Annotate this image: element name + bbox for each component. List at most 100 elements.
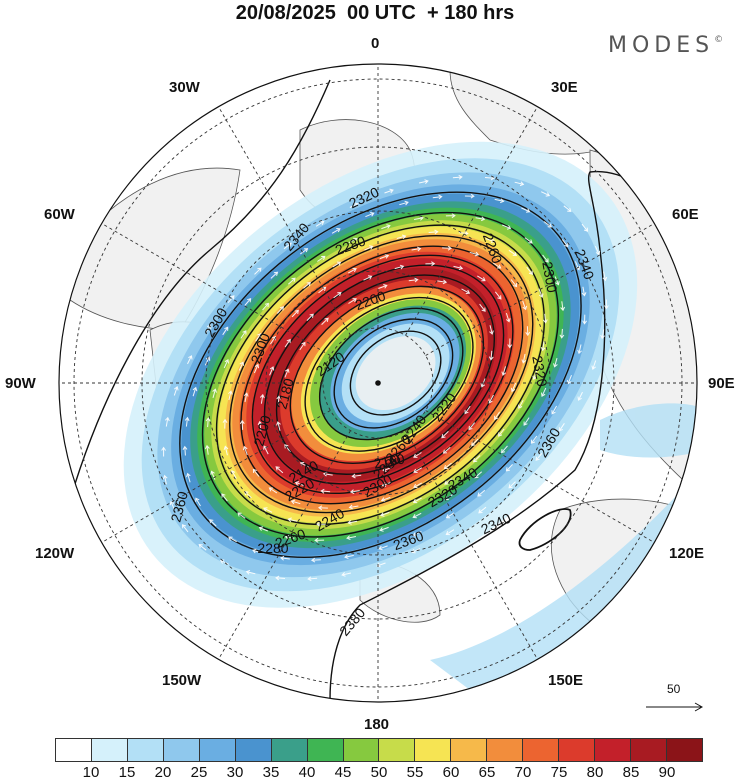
wind-vector <box>252 548 262 554</box>
contour-2360-closed-east <box>518 508 572 551</box>
wind-vector <box>162 474 168 485</box>
wind-vector <box>258 526 268 532</box>
wind-vector <box>479 303 486 312</box>
wind-vector <box>237 512 246 519</box>
wind-vector <box>204 444 210 455</box>
wind-vector <box>394 264 405 270</box>
wind-vector <box>554 276 560 286</box>
wind-vector <box>184 416 190 427</box>
wind-vector <box>333 292 342 299</box>
wind-vector <box>299 341 306 351</box>
wind-vector <box>209 519 217 527</box>
shade-inner-10 <box>355 336 436 411</box>
wind-vector <box>222 326 229 336</box>
legend-swatch <box>415 739 452 761</box>
wind-vector <box>477 489 486 497</box>
legend-swatch <box>631 739 667 761</box>
wind-vector <box>221 493 228 502</box>
wind-vector <box>363 275 373 281</box>
contour-2320 <box>215 224 546 526</box>
wind-vector <box>276 395 282 406</box>
wind-vector <box>464 405 471 415</box>
lon-label-180: 180 <box>364 716 390 733</box>
wind-vector <box>602 271 608 282</box>
wind-vector <box>245 569 256 575</box>
wind-vector <box>186 472 191 483</box>
wind-vector <box>494 411 501 421</box>
wind-vector <box>187 355 193 365</box>
wind-vector <box>522 300 528 311</box>
wind-vector <box>379 526 389 532</box>
wind-vector <box>501 366 507 376</box>
wind-vector <box>425 261 436 267</box>
brand-logo: MODES© <box>608 33 723 58</box>
legend-tick-label: 25 <box>190 764 208 781</box>
wind-vector <box>300 248 309 255</box>
wind-vector <box>283 242 292 250</box>
lon-label-30e: 30E <box>551 79 578 96</box>
legend-tick-label: 30 <box>226 764 244 781</box>
wind-vector <box>518 400 524 409</box>
height-contours <box>179 191 582 559</box>
wind-vector <box>524 237 533 244</box>
wind-vector <box>498 428 505 437</box>
wind-vector <box>320 488 331 494</box>
wind-vector <box>275 575 286 581</box>
wind-vector <box>399 200 409 206</box>
wind-vector <box>314 537 325 543</box>
contour-2380 <box>69 79 641 701</box>
legend-tick-label: 40 <box>298 764 316 781</box>
wind-vector <box>192 386 198 397</box>
reference-vector-arrow <box>646 702 704 712</box>
wind-vector <box>603 299 609 310</box>
wind-vector <box>263 507 273 513</box>
legend-tick-label: 60 <box>442 764 460 781</box>
legend-swatch <box>595 739 631 761</box>
wind-vector <box>478 506 487 514</box>
lon-label-120w: 120W <box>35 545 75 562</box>
wind-vector <box>444 478 453 485</box>
legend-swatch <box>127 739 164 761</box>
legend-tick-label: 90 <box>658 764 676 781</box>
legend-tick-label: 85 <box>622 764 640 781</box>
contour-2340 <box>201 211 560 538</box>
wind-vector <box>349 202 359 208</box>
legend-swatch <box>163 739 200 761</box>
wind-vector <box>413 482 423 489</box>
wind-vector <box>378 545 388 551</box>
wind-vector <box>551 405 558 415</box>
wind-vector <box>331 228 341 234</box>
wind-vector <box>508 481 516 489</box>
brand-name: MODES <box>608 33 715 58</box>
wind-vector <box>412 531 422 537</box>
legend-tick-label: 75 <box>550 764 568 781</box>
wind-vector <box>542 313 548 324</box>
legend-tick-label: 80 <box>586 764 604 781</box>
wind-vector <box>378 284 388 289</box>
meridian-line <box>425 410 655 543</box>
wind-vector <box>223 445 229 456</box>
contour-2200 <box>289 285 485 464</box>
wind-vector <box>228 390 233 401</box>
wind-vector <box>558 423 565 432</box>
wind-vector <box>445 213 456 219</box>
wind-vector <box>445 529 455 536</box>
wind-vector <box>452 174 463 180</box>
wind-vector <box>521 207 531 213</box>
meridian-line <box>218 430 351 660</box>
wind-vector <box>381 224 391 230</box>
wind-vector <box>243 392 249 403</box>
legend-swatch <box>451 739 488 761</box>
wind-vector <box>348 504 359 510</box>
wind-vector <box>315 521 326 527</box>
patch-southeast <box>430 470 697 690</box>
wind-vector <box>474 471 483 479</box>
wind-vector <box>525 326 531 337</box>
wind-vector <box>257 420 263 431</box>
contour-2180 <box>304 296 474 452</box>
wind-vector <box>182 445 188 456</box>
wind-vector <box>269 366 275 376</box>
meridian-line <box>405 430 538 660</box>
wind-vector <box>181 524 189 533</box>
